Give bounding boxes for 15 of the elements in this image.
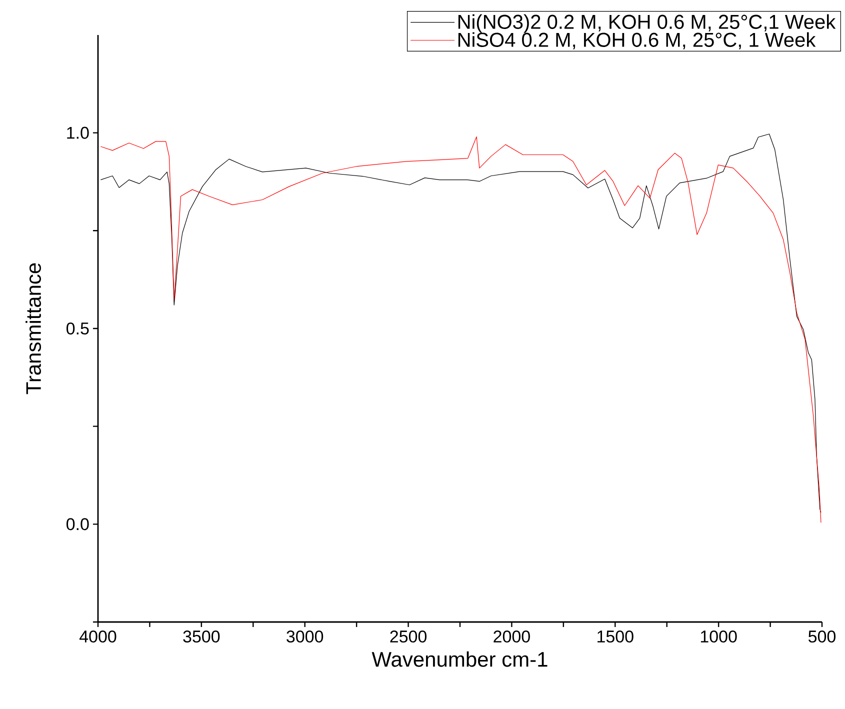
x-tick-label: 3000 <box>286 630 324 643</box>
legend-label: NiSO4 0.2 M, KOH 0.6 M, 25°C, 1 Week <box>458 32 816 50</box>
legend-label: Ni(NO3)2 0.2 M, KOH 0.6 M, 25°C,1 Week <box>458 14 836 33</box>
y-tick-label: 1.0 <box>67 126 89 139</box>
x-tick-label: 2000 <box>494 630 530 643</box>
y-axis-title: Transmittance <box>26 263 41 394</box>
x-tick-label: 4000 <box>79 630 116 643</box>
x-axis-title: Wavenumber cm-1 <box>372 651 548 667</box>
x-tick-label: 2500 <box>390 630 427 643</box>
x-tick-label: 1000 <box>700 630 737 643</box>
y-tick-label: 0.0 <box>66 518 89 530</box>
x-tick-label: 1500 <box>598 630 634 643</box>
x-tick-label: 500 <box>808 630 836 643</box>
y-tick-label: 0.5 <box>66 322 89 335</box>
x-tick-label: 3500 <box>183 630 220 643</box>
